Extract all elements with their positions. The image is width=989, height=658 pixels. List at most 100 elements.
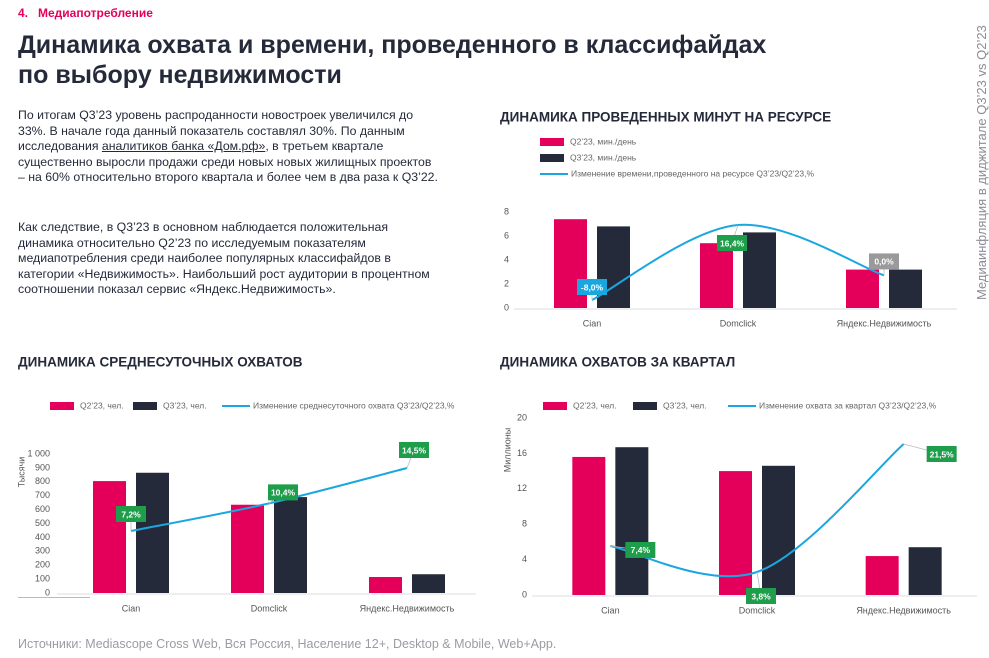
- legend-label: Q2’23, чел.: [80, 400, 124, 410]
- section-header: 4. Медиапотребление: [18, 6, 153, 20]
- data-label: -8,0%: [581, 282, 604, 292]
- bar: [597, 226, 630, 308]
- chart-title: ДИНАМИКА СРЕДНЕСУТОЧНЫХ ОХВАТОВ: [18, 355, 303, 370]
- chart-title: ДИНАМИКА ПРОВЕДЕННЫХ МИНУТ НА РЕСУРСЕ: [500, 110, 831, 125]
- label-box: [268, 484, 298, 501]
- y-tick-label: 12: [517, 483, 527, 493]
- x-tick-label: Яндекс.Недвижимость: [856, 605, 951, 615]
- bar: [136, 472, 169, 593]
- label-box: [116, 506, 146, 522]
- x-tick-label: Domclick: [720, 318, 757, 328]
- y-tick-label: 16: [517, 448, 527, 458]
- legend-label: Изменение охвата за квартал Q3’23/Q2’23,…: [759, 400, 937, 410]
- y-tick-label: 500: [35, 518, 50, 528]
- y-axis-label: Миллионы: [502, 428, 512, 473]
- x-tick-label: Domclick: [739, 605, 776, 615]
- label-box: [625, 541, 656, 558]
- text: Как следствие, в Q3’23 в основном наблюд…: [18, 220, 430, 296]
- y-tick-label: 8: [504, 206, 509, 216]
- section-number: 4.: [18, 6, 29, 20]
- bar: [700, 243, 733, 308]
- bar: [412, 574, 445, 593]
- chart-title: ДИНАМИКА ОХВАТОВ ЗА КВАРТАЛ: [500, 355, 735, 370]
- y-tick-label: 4: [504, 254, 509, 264]
- bar: [93, 481, 126, 593]
- y-tick-label: 6: [504, 230, 509, 240]
- data-label: 3,8%: [751, 591, 771, 601]
- legend-label: Q2’23, мин./день: [570, 136, 637, 146]
- label-box: [926, 446, 957, 462]
- x-tick-label: Яндекс.Недвижимость: [360, 603, 455, 613]
- bar: [865, 556, 899, 595]
- section-title: Медиапотребление: [38, 6, 153, 20]
- y-tick-label: 100: [35, 573, 50, 583]
- data-label: 16,4%: [720, 238, 745, 248]
- divider: [18, 597, 90, 598]
- data-label: 21,5%: [930, 449, 955, 459]
- data-label: 10,4%: [271, 488, 296, 498]
- bar: [846, 269, 879, 308]
- footer: Источники: Mediascope Cross Web, Вся Рос…: [18, 637, 557, 651]
- legend-label: Q3’23, чел.: [663, 400, 707, 410]
- y-tick-label: 0: [504, 302, 509, 312]
- legend-label: Q2’23, чел.: [573, 400, 617, 410]
- x-tick-label: Cian: [583, 318, 602, 328]
- y-tick-label: 900: [35, 462, 50, 472]
- legend-swatch: [633, 402, 657, 410]
- line: [610, 443, 905, 578]
- link[interactable]: аналитиков банка «Дом.рф»: [101, 139, 266, 153]
- label-box: [869, 253, 899, 270]
- label-box: [399, 442, 429, 458]
- title-line: по выбору недвижимости: [18, 61, 342, 89]
- bar: [572, 456, 606, 595]
- y-tick-label: 800: [35, 476, 50, 486]
- y-tick-label: 600: [35, 504, 50, 514]
- y-tick-label: 400: [35, 532, 50, 542]
- x-tick-label: Cian: [601, 605, 620, 615]
- legend-swatch: [50, 402, 74, 410]
- bar: [908, 547, 942, 595]
- data-label: 14,5%: [402, 445, 427, 455]
- y-tick-label: 300: [35, 546, 50, 556]
- data-label: 7,4%: [631, 545, 651, 555]
- y-axis-label: Тысячи: [16, 457, 26, 488]
- bar: [615, 447, 649, 595]
- y-tick-label: 1 000: [27, 448, 50, 458]
- y-tick-label: 700: [35, 490, 50, 500]
- page-title: Динамика охвата и времени, проведенного …: [18, 30, 766, 90]
- paragraph: Как следствие, в Q3’23 в основном наблюд…: [18, 220, 438, 298]
- label-box: [717, 235, 747, 251]
- legend-label: Q3’23, чел.: [163, 400, 207, 410]
- x-tick-label: Domclick: [251, 603, 288, 613]
- line: [130, 467, 408, 532]
- bar: [889, 269, 922, 308]
- text: , в третьем квартале существенно выросли…: [18, 139, 438, 184]
- y-tick-label: 8: [522, 519, 527, 529]
- title-line: Динамика охвата и времени, проведенного …: [18, 31, 767, 59]
- y-tick-label: 4: [522, 554, 527, 564]
- paragraph: По итогам Q3’23 уровень распроданности н…: [18, 108, 438, 186]
- legend-swatch: [540, 154, 564, 162]
- data-label: 0,0%: [874, 257, 894, 267]
- x-tick-label: Яндекс.Недвижимость: [837, 318, 932, 328]
- legend-label: Изменение среднесуточного охвата Q3’23/Q…: [253, 400, 455, 410]
- legend-label: Изменение времени,проведенного на ресурс…: [571, 168, 814, 178]
- legend-swatch: [543, 402, 567, 410]
- legend-swatch: [133, 402, 157, 410]
- y-tick-label: 20: [517, 412, 527, 422]
- y-tick-label: 200: [35, 560, 50, 570]
- bar: [231, 504, 264, 593]
- data-label: 7,2%: [121, 509, 141, 519]
- label-box: [746, 588, 776, 604]
- bar: [743, 232, 776, 308]
- y-tick-label: 0: [522, 589, 527, 599]
- label-box: [577, 279, 607, 295]
- bar: [274, 497, 307, 593]
- bar: [762, 465, 795, 595]
- text: По итогам Q3’23 уровень распроданности н…: [18, 108, 414, 153]
- y-tick-label: 2: [504, 278, 509, 288]
- legend-swatch: [540, 138, 564, 146]
- x-tick-label: Cian: [122, 603, 141, 613]
